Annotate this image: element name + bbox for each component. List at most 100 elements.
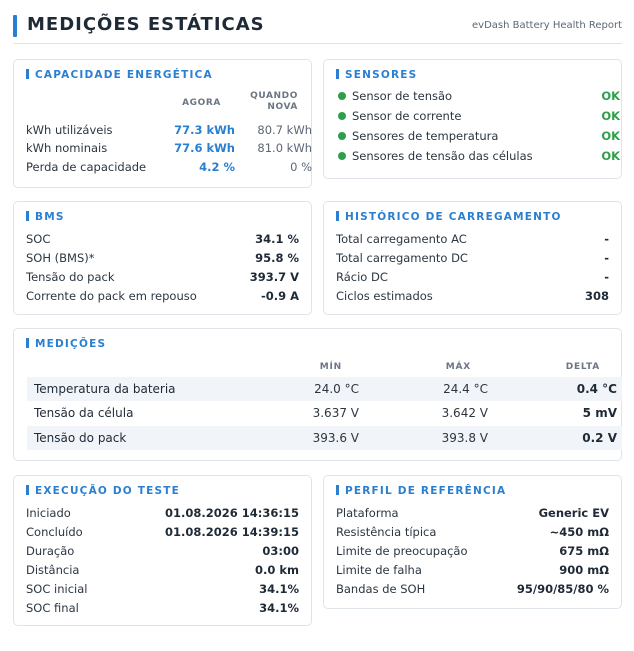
measurement-label: Tensão da célula: [34, 406, 134, 420]
measurement-min: 393.6 V: [312, 431, 359, 445]
measurement-delta: 0.2 V: [582, 431, 617, 445]
charging-value: 308: [584, 289, 609, 303]
reference-row: Bandas de SOH 95/90/85/80 %: [336, 580, 609, 599]
page-title: MEDIÇÕES ESTÁTICAS: [27, 14, 265, 35]
test-run-label: SOC inicial: [26, 582, 88, 596]
bms-label: SOH (BMS)*: [26, 251, 95, 265]
reference-row: Resistência típica ~450 mΩ: [336, 523, 609, 542]
measurement-delta: 5 mV: [582, 406, 617, 420]
bms-row: Corrente do pack em repouso -0.9 A: [26, 287, 299, 306]
test-run-row: Concluído 01.08.2026 14:39:15: [26, 523, 299, 542]
capacity-row-label: Perda de capacidade: [26, 160, 147, 174]
sensor-row: Sensor de corrente OK: [336, 107, 620, 126]
measurements-card: MEDIÇÕES MÍN MÁX DELTA Temperatura da ba…: [13, 328, 622, 461]
measurements-row: Tensão da célula 3.637 V 3.642 V 5 mV: [27, 401, 622, 425]
reference-label: Resistência típica: [336, 525, 437, 539]
test-run-value: 34.1%: [259, 601, 299, 615]
sensor-label: Sensores de tensão das células: [352, 149, 533, 163]
charging-label: Total carregamento AC: [336, 232, 467, 246]
capacity-col-now: AGORA: [182, 98, 221, 108]
reference-value: 675 mΩ: [559, 544, 609, 558]
test-run-value: 01.08.2026 14:39:15: [165, 525, 299, 539]
test-run-value: 03:00: [262, 544, 299, 558]
report-header: MEDIÇÕES ESTÁTICAS evDash Battery Health…: [13, 12, 622, 44]
test-run-label: SOC final: [26, 601, 79, 615]
test-run-row: SOC inicial 34.1%: [26, 580, 299, 599]
measurement-max: 24.4 °C: [443, 382, 488, 396]
reference-label: Plataforma: [336, 506, 399, 520]
capacity-row: kWh nominais 77.6 kWh 81.0 kWh: [26, 139, 312, 157]
reference-value: Generic EV: [538, 506, 609, 520]
measurements-col-delta: DELTA: [565, 362, 600, 372]
sensor-label: Sensor de tensão: [352, 89, 453, 103]
capacity-col-new-line2: NOVA: [267, 102, 298, 112]
reference-row: Limite de preocupação 675 mΩ: [336, 542, 609, 561]
charging-label: Ciclos estimados: [336, 289, 433, 303]
bms-row: Tensão do pack 393.7 V: [26, 268, 299, 287]
test-run-row: Duração 03:00: [26, 542, 299, 561]
reference-value: 900 mΩ: [559, 563, 609, 577]
test-run-row: Distância 0.0 km: [26, 561, 299, 580]
header-accent-bar: [13, 15, 17, 37]
test-run-value: 34.1%: [259, 582, 299, 596]
sensor-row: Sensor de tensão OK: [336, 87, 620, 106]
sensor-status: OK: [601, 149, 620, 163]
capacity-row: kWh utilizáveis 77.3 kWh 80.7 kWh: [26, 121, 312, 139]
bms-value: 34.1 %: [255, 232, 299, 246]
charging-row: Ciclos estimados 308: [336, 287, 609, 306]
bms-label: Corrente do pack em repouso: [26, 289, 197, 303]
measurement-min: 3.637 V: [312, 406, 359, 420]
measurement-delta: 0.4 °C: [576, 382, 617, 396]
test-run-row: SOC final 34.1%: [26, 599, 299, 618]
test-run-row: Iniciado 01.08.2026 14:36:15: [26, 504, 299, 523]
test-run-label: Distância: [26, 563, 80, 577]
reference-card-title: PERFIL DE REFERÊNCIA: [336, 485, 506, 497]
reference-label: Limite de falha: [336, 563, 422, 577]
charging-label: Rácio DC: [336, 270, 388, 284]
measurement-label: Tensão do pack: [34, 431, 127, 445]
bms-card: BMS SOC 34.1 % SOH (BMS)* 95.8 % Tensão …: [13, 201, 312, 315]
capacity-row: Perda de capacidade 4.2 % 0 %: [26, 158, 312, 176]
sensor-status: OK: [601, 109, 620, 123]
charging-label: Total carregamento DC: [336, 251, 468, 265]
capacity-row-now: 4.2 %: [199, 160, 235, 174]
reference-value: 95/90/85/80 %: [516, 582, 609, 596]
status-dot-icon: [338, 92, 346, 100]
charging-row: Rácio DC -: [336, 268, 609, 287]
capacity-row-now: 77.3 kWh: [174, 123, 235, 137]
test-run-card: EXECUÇÃO DO TESTE Iniciado 01.08.2026 14…: [13, 475, 312, 626]
test-run-label: Concluído: [26, 525, 83, 539]
charging-card-title: HISTÓRICO DE CARREGAMENTO: [336, 211, 562, 223]
measurement-label: Temperatura da bateria: [34, 382, 176, 396]
status-dot-icon: [338, 152, 346, 160]
page-subtitle: evDash Battery Health Report: [472, 20, 622, 31]
reference-row: Plataforma Generic EV: [336, 504, 609, 523]
capacity-row-new: 0 %: [290, 160, 312, 174]
bms-value: -0.9 A: [260, 289, 299, 303]
capacity-row-label: kWh nominais: [26, 141, 108, 155]
reference-label: Limite de preocupação: [336, 544, 468, 558]
sensor-row: Sensores de temperatura OK: [336, 127, 620, 146]
charging-value: -: [604, 232, 609, 246]
charging-value: -: [604, 270, 609, 284]
sensor-label: Sensores de temperatura: [352, 129, 499, 143]
measurement-max: 3.642 V: [441, 406, 488, 420]
sensors-card: SENSORES Sensor de tensão OK Sensor de c…: [323, 59, 622, 179]
capacity-row-label: kWh utilizáveis: [26, 123, 113, 137]
measurement-min: 24.0 °C: [314, 382, 359, 396]
test-run-value: 0.0 km: [254, 563, 299, 577]
bms-label: SOC: [26, 232, 51, 246]
sensors-card-title: SENSORES: [336, 69, 417, 81]
sensor-status: OK: [601, 89, 620, 103]
capacity-row-new: 81.0 kWh: [257, 141, 312, 155]
charging-row: Total carregamento DC -: [336, 249, 609, 268]
sensor-label: Sensor de corrente: [352, 109, 462, 123]
bms-label: Tensão do pack: [26, 270, 115, 284]
measurements-col-min: MÍN: [319, 362, 342, 372]
test-run-value: 01.08.2026 14:36:15: [165, 506, 299, 520]
bms-value: 393.7 V: [249, 270, 299, 284]
charging-card: HISTÓRICO DE CARREGAMENTO Total carregam…: [323, 201, 622, 315]
capacity-card-title: CAPACIDADE ENERGÉTICA: [26, 69, 213, 81]
sensor-status: OK: [601, 129, 620, 143]
measurements-col-max: MÁX: [445, 362, 471, 372]
